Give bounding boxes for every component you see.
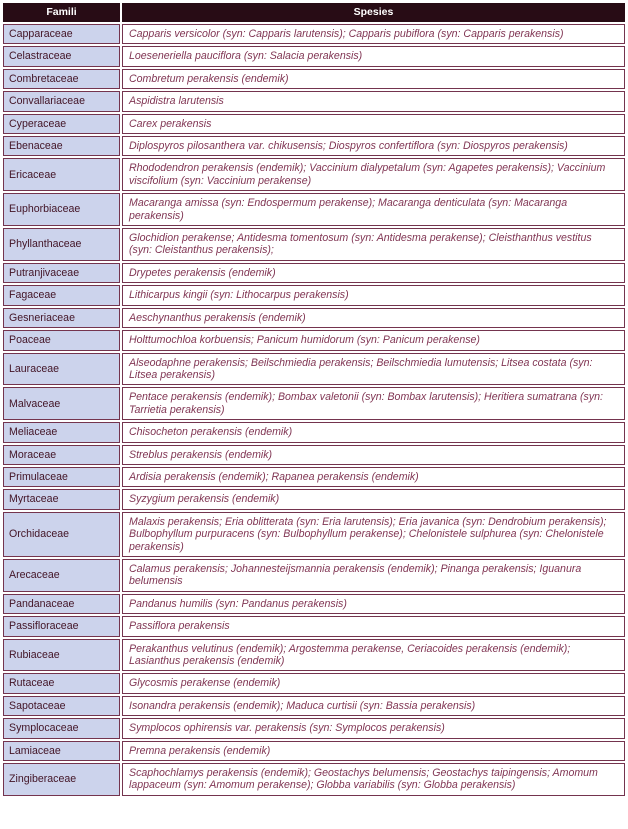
species-cell: Streblus perakensis (endemik) <box>122 444 625 465</box>
table-row: Gesneriaceae Aeschynanthus perakensis (en… <box>3 307 625 329</box>
species-cell: Rhododendron perakensis (endemik); Vacci… <box>122 158 625 192</box>
species-table: Famili Spesies Capparaceae Capparis versi… <box>1 1 627 798</box>
table-row: Rutaceae Glycosmis perakense (endemik) <box>3 673 625 694</box>
table-row: Phyllanthaceae Glochidion perakense; Anti… <box>3 228 625 261</box>
family-cell: Fagaceae <box>3 285 120 306</box>
species-cell: Combretum perakensis (endemik) <box>122 68 625 90</box>
table-row: Rubiaceae Perakanthus velutinus (endemik)… <box>3 638 625 672</box>
table-row: Orchidaceae Malaxis perakensis; Eria obli… <box>3 511 625 557</box>
species-cell: Glochidion perakense; Antidesma tomentos… <box>122 228 625 261</box>
table-row: Ericaceae Rhododendron perakensis (endemi… <box>3 158 625 192</box>
family-cell: Rubiaceae <box>3 638 120 672</box>
table-row: Poaceae Holttumochloa korbuensis; Panicum… <box>3 330 625 351</box>
species-cell: Aspidistra larutensis <box>122 91 625 112</box>
family-cell: Moraceae <box>3 444 120 465</box>
species-cell: Scaphochlamys perakensis (endemik); Geos… <box>122 763 625 796</box>
species-cell: Pandanus humilis (syn: Pandanus perakens… <box>122 593 625 615</box>
table-header-row: Famili Spesies <box>3 3 625 22</box>
family-cell: Rutaceae <box>3 673 120 694</box>
family-cell: Zingiberaceae <box>3 763 120 796</box>
species-cell: Syzygium perakensis (endemik) <box>122 489 625 510</box>
column-header-famili: Famili <box>3 3 120 22</box>
family-cell: Combretaceae <box>3 68 120 90</box>
table-row: Myrtaceae Syzygium perakensis (endemik) <box>3 489 625 510</box>
family-cell: Ebenaceae <box>3 136 120 157</box>
table-row: Putranjivaceae Drypetes perakensis (endem… <box>3 262 625 284</box>
table-row: Arecaceae Calamus perakensis; Johannestei… <box>3 558 625 592</box>
table-body: Capparaceae Capparis versicolor (syn: Cap… <box>3 24 625 796</box>
table-row: Malvaceae Pentace perakensis (endemik); B… <box>3 387 625 421</box>
family-cell: Convallariaceae <box>3 91 120 112</box>
family-cell: Symplocaceae <box>3 718 120 739</box>
species-cell: Pentace perakensis (endemik); Bombax val… <box>122 387 625 421</box>
family-cell: Passifloraceae <box>3 616 120 637</box>
table-row: Passifloraceae Passiflora perakensis <box>3 616 625 637</box>
family-cell: Primulaceae <box>3 466 120 488</box>
species-cell: Carex perakensis <box>122 113 625 135</box>
family-cell: Capparaceae <box>3 24 120 45</box>
table-row: Combretaceae Combretum perakensis (endemi… <box>3 68 625 90</box>
table-row: Capparaceae Capparis versicolor (syn: Cap… <box>3 24 625 45</box>
family-cell: Orchidaceae <box>3 511 120 557</box>
species-cell: Alseodaphne perakensis; Beilschmiedia pe… <box>122 352 625 386</box>
species-cell: Premna perakensis (endemik) <box>122 740 625 762</box>
table-row: Lauraceae Alseodaphne perakensis; Beilsch… <box>3 352 625 386</box>
species-cell: Lithicarpus kingii (syn: Lithocarpus per… <box>122 285 625 306</box>
species-cell: Malaxis perakensis; Eria oblitterata (sy… <box>122 511 625 557</box>
species-cell: Diplospyros pilosanthera var. chikusensi… <box>122 136 625 157</box>
family-cell: Pandanaceae <box>3 593 120 615</box>
species-cell: Passiflora perakensis <box>122 616 625 637</box>
table-row: Sapotaceae Isonandra perakensis (endemik)… <box>3 695 625 717</box>
family-cell: Phyllanthaceae <box>3 228 120 261</box>
table-row: Convallariaceae Aspidistra larutensis <box>3 91 625 112</box>
document-page: Famili Spesies Capparaceae Capparis versi… <box>1 1 627 798</box>
table-row: Fagaceae Lithicarpus kingii (syn: Lithoca… <box>3 285 625 306</box>
species-cell: Loeseneriella pauciflora (syn: Salacia p… <box>122 46 625 67</box>
species-cell: Perakanthus velutinus (endemik); Argoste… <box>122 638 625 672</box>
table-row: Pandanaceae Pandanus humilis (syn: Pandan… <box>3 593 625 615</box>
species-cell: Capparis versicolor (syn: Capparis larut… <box>122 24 625 45</box>
species-cell: Glycosmis perakense (endemik) <box>122 673 625 694</box>
table-row: Ebenaceae Diplospyros pilosanthera var. c… <box>3 136 625 157</box>
table-row: Cyperaceae Carex perakensis <box>3 113 625 135</box>
table-row: Lamiaceae Premna perakensis (endemik) <box>3 740 625 762</box>
table-row: Meliaceae Chisocheton perakensis (endemik… <box>3 422 625 443</box>
family-cell: Ericaceae <box>3 158 120 192</box>
family-cell: Putranjivaceae <box>3 262 120 284</box>
species-cell: Symplocos ophirensis var. perakensis (sy… <box>122 718 625 739</box>
family-cell: Lamiaceae <box>3 740 120 762</box>
species-cell: Drypetes perakensis (endemik) <box>122 262 625 284</box>
family-cell: Poaceae <box>3 330 120 351</box>
species-cell: Macaranga amissa (syn: Endospermum perak… <box>122 193 625 227</box>
family-cell: Sapotaceae <box>3 695 120 717</box>
family-cell: Cyperaceae <box>3 113 120 135</box>
family-cell: Malvaceae <box>3 387 120 421</box>
species-cell: Chisocheton perakensis (endemik) <box>122 422 625 443</box>
species-cell: Aeschynanthus perakensis (endemik) <box>122 307 625 329</box>
table-row: Euphorbiaceae Macaranga amissa (syn: Endo… <box>3 193 625 227</box>
table-row: Celastraceae Loeseneriella pauciflora (sy… <box>3 46 625 67</box>
table-row: Moraceae Streblus perakensis (endemik) <box>3 444 625 465</box>
family-cell: Myrtaceae <box>3 489 120 510</box>
family-cell: Lauraceae <box>3 352 120 386</box>
table-row: Symplocaceae Symplocos ophirensis var. pe… <box>3 718 625 739</box>
family-cell: Celastraceae <box>3 46 120 67</box>
table-row: Zingiberaceae Scaphochlamys perakensis (e… <box>3 763 625 796</box>
table-row: Primulaceae Ardisia perakensis (endemik);… <box>3 466 625 488</box>
family-cell: Arecaceae <box>3 558 120 592</box>
species-cell: Ardisia perakensis (endemik); Rapanea pe… <box>122 466 625 488</box>
species-cell: Isonandra perakensis (endemik); Maduca c… <box>122 695 625 717</box>
species-cell: Calamus perakensis; Johannesteijsmannia … <box>122 558 625 592</box>
species-cell: Holttumochloa korbuensis; Panicum humido… <box>122 330 625 351</box>
column-header-spesies: Spesies <box>122 3 625 22</box>
family-cell: Euphorbiaceae <box>3 193 120 227</box>
family-cell: Gesneriaceae <box>3 307 120 329</box>
family-cell: Meliaceae <box>3 422 120 443</box>
